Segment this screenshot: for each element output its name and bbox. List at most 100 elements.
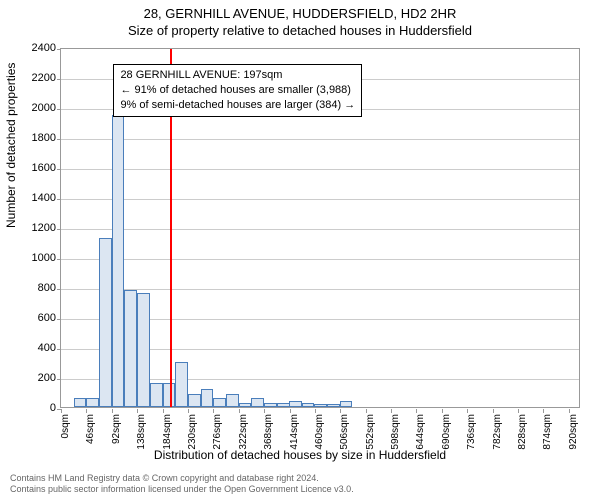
- title-line-2: Size of property relative to detached ho…: [0, 23, 600, 38]
- histogram-bar: [112, 115, 125, 408]
- gridline: [61, 229, 579, 230]
- x-tick-label: 460sqm: [314, 414, 325, 464]
- y-tick-label: 200: [16, 372, 56, 384]
- x-tick-mark: [315, 409, 316, 413]
- y-tick-label: 0: [16, 402, 56, 414]
- gridline: [61, 259, 579, 260]
- histogram-bar: [251, 398, 264, 407]
- y-tick-mark: [57, 379, 61, 380]
- footer-line-1: Contains HM Land Registry data © Crown c…: [10, 473, 354, 485]
- footer-line-2: Contains public sector information licen…: [10, 484, 354, 496]
- title-line-1: 28, GERNHILL AVENUE, HUDDERSFIELD, HD2 2…: [0, 6, 600, 21]
- y-tick-label: 600: [16, 312, 56, 324]
- y-tick-mark: [57, 139, 61, 140]
- x-tick-label: 138sqm: [136, 414, 147, 464]
- chart-title-block: 28, GERNHILL AVENUE, HUDDERSFIELD, HD2 2…: [0, 0, 600, 38]
- y-tick-mark: [57, 259, 61, 260]
- y-tick-mark: [57, 289, 61, 290]
- x-tick-label: 184sqm: [162, 414, 173, 464]
- histogram-bar: [137, 293, 150, 407]
- x-tick-label: 552sqm: [365, 414, 376, 464]
- histogram-bar: [124, 290, 137, 407]
- x-tick-mark: [61, 409, 62, 413]
- x-tick-mark: [340, 409, 341, 413]
- x-tick-mark: [467, 409, 468, 413]
- x-tick-label: 920sqm: [568, 414, 579, 464]
- attribution-footer: Contains HM Land Registry data © Crown c…: [10, 473, 354, 496]
- x-tick-mark: [112, 409, 113, 413]
- y-tick-mark: [57, 79, 61, 80]
- histogram-bar: [188, 394, 201, 408]
- gridline: [61, 139, 579, 140]
- x-tick-mark: [264, 409, 265, 413]
- gridline: [61, 169, 579, 170]
- histogram-bar: [289, 401, 302, 407]
- histogram-bar: [314, 404, 327, 407]
- y-tick-label: 800: [16, 282, 56, 294]
- x-tick-label: 230sqm: [187, 414, 198, 464]
- y-tick-mark: [57, 319, 61, 320]
- histogram-bar: [213, 398, 226, 407]
- histogram-chart: 28 GERNHILL AVENUE: 197sqm← 91% of detac…: [60, 48, 580, 408]
- y-tick-label: 2200: [16, 72, 56, 84]
- x-tick-label: 736sqm: [466, 414, 477, 464]
- annotation-box: 28 GERNHILL AVENUE: 197sqm← 91% of detac…: [113, 64, 362, 117]
- gridline: [61, 289, 579, 290]
- y-tick-label: 2000: [16, 102, 56, 114]
- x-tick-label: 782sqm: [492, 414, 503, 464]
- x-tick-mark: [442, 409, 443, 413]
- histogram-bar: [302, 403, 315, 408]
- x-tick-mark: [163, 409, 164, 413]
- y-tick-mark: [57, 109, 61, 110]
- x-tick-label: 828sqm: [517, 414, 528, 464]
- plot-area: 28 GERNHILL AVENUE: 197sqm← 91% of detac…: [60, 48, 580, 408]
- x-tick-mark: [543, 409, 544, 413]
- y-tick-mark: [57, 199, 61, 200]
- histogram-bar: [99, 238, 112, 408]
- x-tick-label: 644sqm: [415, 414, 426, 464]
- y-tick-label: 1000: [16, 252, 56, 264]
- annotation-line-2: ← 91% of detached houses are smaller (3,…: [120, 83, 355, 98]
- x-tick-label: 46sqm: [85, 414, 96, 464]
- x-tick-mark: [213, 409, 214, 413]
- x-tick-label: 322sqm: [238, 414, 249, 464]
- x-tick-label: 598sqm: [390, 414, 401, 464]
- annotation-line-1: 28 GERNHILL AVENUE: 197sqm: [120, 68, 355, 83]
- histogram-bar: [175, 362, 188, 407]
- x-tick-mark: [416, 409, 417, 413]
- x-tick-mark: [518, 409, 519, 413]
- histogram-bar: [201, 389, 214, 407]
- histogram-bar: [150, 383, 163, 407]
- x-tick-label: 414sqm: [289, 414, 300, 464]
- histogram-bar: [264, 403, 277, 408]
- y-tick-label: 1800: [16, 132, 56, 144]
- histogram-bar: [340, 401, 353, 407]
- x-tick-label: 0sqm: [60, 414, 71, 464]
- y-tick-mark: [57, 229, 61, 230]
- y-tick-label: 400: [16, 342, 56, 354]
- y-tick-label: 1200: [16, 222, 56, 234]
- x-tick-mark: [188, 409, 189, 413]
- histogram-bar: [226, 394, 239, 408]
- x-tick-mark: [137, 409, 138, 413]
- histogram-bar: [327, 404, 340, 407]
- x-tick-mark: [366, 409, 367, 413]
- x-tick-mark: [391, 409, 392, 413]
- y-tick-label: 2400: [16, 42, 56, 54]
- x-tick-label: 874sqm: [542, 414, 553, 464]
- y-tick-label: 1400: [16, 192, 56, 204]
- x-tick-label: 368sqm: [263, 414, 274, 464]
- y-tick-mark: [57, 169, 61, 170]
- x-tick-mark: [239, 409, 240, 413]
- gridline: [61, 199, 579, 200]
- x-tick-mark: [493, 409, 494, 413]
- y-tick-mark: [57, 49, 61, 50]
- histogram-bar: [277, 403, 290, 408]
- x-tick-mark: [290, 409, 291, 413]
- histogram-bar: [239, 403, 252, 408]
- x-tick-label: 92sqm: [111, 414, 122, 464]
- y-tick-label: 1600: [16, 162, 56, 174]
- x-tick-label: 690sqm: [441, 414, 452, 464]
- x-tick-label: 276sqm: [212, 414, 223, 464]
- x-tick-label: 506sqm: [339, 414, 350, 464]
